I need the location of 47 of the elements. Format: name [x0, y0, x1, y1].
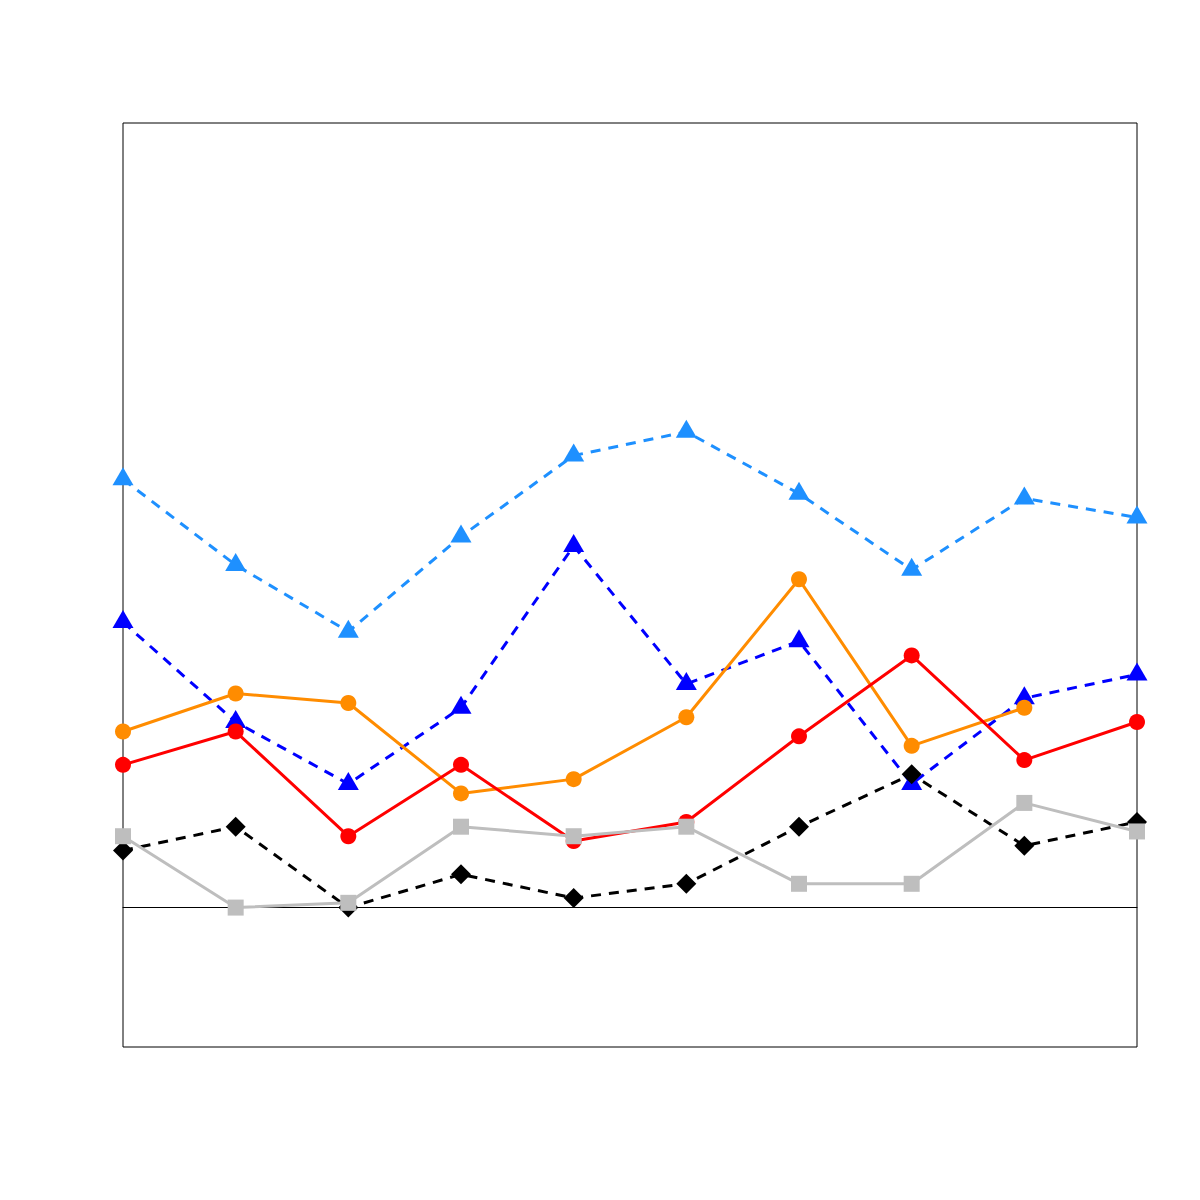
point — [112, 610, 134, 629]
point — [1013, 486, 1035, 505]
point — [565, 828, 582, 845]
point — [337, 619, 359, 638]
point — [227, 723, 244, 740]
point — [1016, 699, 1033, 716]
point — [789, 816, 809, 837]
point — [676, 873, 697, 894]
point — [563, 443, 585, 462]
point — [115, 756, 131, 773]
point — [112, 467, 134, 486]
point — [791, 728, 807, 745]
point — [901, 764, 922, 785]
point — [901, 557, 923, 576]
point — [340, 894, 357, 911]
point — [453, 785, 469, 802]
point — [450, 524, 472, 543]
point — [903, 875, 920, 892]
point — [225, 816, 246, 837]
point — [1129, 823, 1145, 840]
point — [1126, 662, 1148, 681]
point — [340, 695, 357, 711]
point — [453, 756, 469, 773]
point — [788, 629, 810, 648]
point — [903, 737, 920, 754]
point — [565, 771, 582, 788]
point — [678, 818, 695, 835]
point — [563, 888, 584, 909]
point — [227, 899, 244, 916]
point — [225, 553, 247, 572]
point — [1016, 794, 1033, 811]
point — [451, 864, 471, 885]
point — [1016, 752, 1033, 769]
point — [1014, 835, 1035, 856]
point — [678, 709, 695, 726]
point — [453, 818, 469, 835]
point — [1129, 714, 1145, 731]
point — [340, 828, 357, 845]
point — [675, 419, 697, 438]
point — [115, 723, 131, 740]
point — [563, 533, 585, 552]
point — [1126, 505, 1148, 524]
point — [903, 647, 920, 664]
point — [788, 481, 810, 500]
point — [115, 828, 131, 845]
point — [227, 685, 244, 702]
point — [791, 875, 807, 892]
